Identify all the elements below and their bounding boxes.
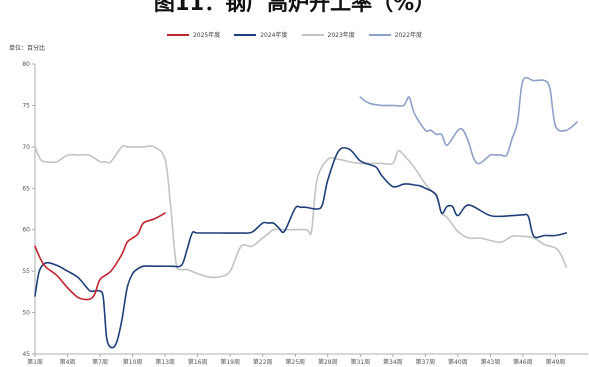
legend-label-2023: 2023年度 (327, 32, 355, 39)
legend-swatch-2025 (166, 33, 189, 36)
y-tick-label: 45 (22, 351, 30, 358)
x-tick-label: 第25周 (285, 358, 305, 366)
legend-item-2025[interactable]: 2025年度 (166, 30, 221, 39)
x-tick-label: 第13周 (155, 358, 175, 366)
legend-item-2022[interactable]: 2022年度 (368, 30, 423, 39)
legend-label-2025: 2025年度 (192, 32, 221, 39)
x-tick-label: 第40周 (448, 358, 468, 366)
legend-item-2023[interactable]: 2023年度 (301, 30, 355, 39)
series-line-2023 (34, 145, 568, 279)
x-tick-label: 第16周 (188, 358, 208, 366)
series-line-2022 (359, 76, 578, 165)
unit-label: 单位：百分比 (9, 45, 46, 52)
legend-label-2024: 2024年度 (260, 32, 288, 39)
series-line-2025 (34, 212, 166, 301)
legend-swatch-2022 (368, 33, 391, 36)
x-tick-label: 第19周 (220, 358, 240, 366)
y-tick-label: 65 (22, 185, 30, 192)
y-tick-label: 70 (22, 144, 30, 151)
y-tick-label: 75 (22, 102, 30, 109)
x-tick-label: 第43周 (481, 358, 501, 366)
x-tick-label: 第10周 (123, 358, 143, 366)
x-tick-label: 第37周 (416, 358, 436, 366)
series-line-2024 (34, 146, 568, 349)
legend-item-2024[interactable]: 2024年度 (234, 30, 288, 39)
x-tick-label: 第34周 (383, 358, 403, 366)
x-tick-label: 第22周 (253, 358, 273, 366)
chart-title: 图11：钢厂高炉开工率（%） (153, 0, 436, 15)
x-tick-label: 第7周 (92, 358, 108, 366)
y-tick-label: 50 (22, 310, 30, 317)
legend-swatch-2024 (234, 33, 257, 36)
x-tick-label: 第1周 (27, 358, 43, 366)
legend-swatch-2023 (301, 33, 324, 36)
x-tick-label: 第4周 (60, 358, 76, 366)
x-tick-label: 第49周 (546, 358, 566, 366)
legend-label-2022: 2022年度 (394, 32, 423, 39)
y-tick-label: 55 (22, 268, 30, 275)
x-tick-label: 第28周 (318, 358, 338, 366)
x-tick-label: 第46周 (513, 358, 533, 366)
x-tick-label: 第31周 (350, 358, 370, 366)
legend: 2025年度 2024年度 2023年度 2022年度 (0, 30, 589, 39)
y-tick-label: 80 (22, 61, 30, 68)
y-tick-label: 60 (22, 227, 30, 234)
